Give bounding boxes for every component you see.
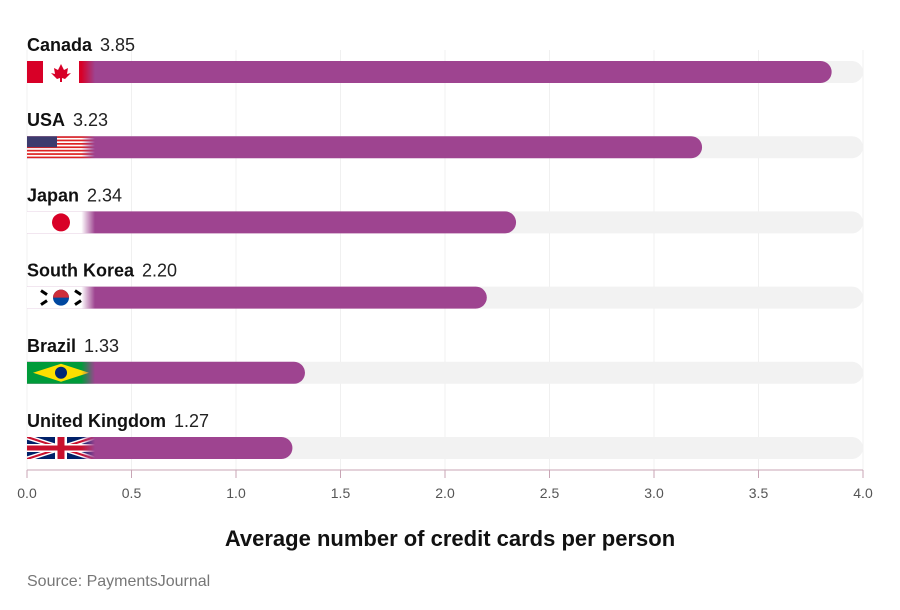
sun [52, 213, 70, 232]
country-name: USA [27, 110, 65, 130]
flag [27, 136, 95, 159]
flag-part [27, 156, 95, 159]
bar [27, 361, 305, 384]
country-name: United Kingdom [27, 411, 166, 431]
bar [27, 286, 487, 309]
flag-part [27, 149, 95, 152]
category-label: Canada 3.85 [27, 35, 135, 55]
value-label: 3.85 [100, 35, 135, 55]
country-name: South Korea [27, 261, 135, 281]
x-tick-label: 4.0 [853, 485, 873, 501]
bar-row: Brazil 1.33 [27, 336, 863, 384]
flag [27, 361, 95, 384]
category-label: South Korea 2.20 [27, 261, 177, 281]
trigram [40, 289, 48, 296]
x-axis-label: Average number of credit cards per perso… [225, 526, 675, 551]
country-name: Japan [27, 185, 79, 205]
x-tick-label: 0.5 [122, 485, 142, 501]
value-label: 2.20 [142, 261, 177, 281]
x-tick-label: 3.5 [749, 485, 769, 501]
bar [27, 211, 517, 234]
japan-flag-icon [27, 211, 95, 234]
flag [27, 61, 95, 83]
x-tick-label: 3.0 [644, 485, 664, 501]
x-tick-label: 2.5 [540, 485, 560, 501]
category-label: Japan 2.34 [27, 185, 122, 205]
flag-part [27, 61, 43, 83]
flag-part [27, 153, 95, 155]
canada-flag-icon [27, 61, 95, 83]
source-note: Source: PaymentsJournal [27, 573, 210, 590]
flag-part [27, 143, 95, 145]
bar-row: South Korea 2.20 [27, 261, 863, 309]
flag-part [27, 139, 95, 142]
south-korea-flag-icon [27, 286, 95, 309]
bar-row: Canada 3.85 [27, 35, 863, 83]
value-label: 1.33 [84, 336, 119, 356]
trigram [74, 289, 82, 296]
category-label: United Kingdom 1.27 [27, 411, 209, 431]
bar [27, 136, 703, 159]
flag [26, 434, 96, 462]
flag-part [79, 61, 95, 83]
category-label: USA 3.23 [27, 110, 108, 130]
trigram [40, 299, 48, 306]
category-label: Brazil 1.33 [27, 336, 119, 356]
uk-flag-icon [26, 434, 96, 462]
trigram [74, 299, 82, 306]
bar-row: Japan 2.34 [27, 185, 863, 234]
x-tick-label: 1.0 [226, 485, 246, 501]
country-name: Canada [27, 35, 93, 55]
bar-row: United Kingdom 1.27 [26, 411, 863, 462]
country-name: Brazil [27, 336, 76, 356]
flag [27, 286, 95, 309]
flag [27, 211, 95, 234]
flag-part [27, 136, 95, 138]
usa-flag-icon [27, 136, 95, 159]
value-label: 2.34 [87, 185, 122, 205]
flag-part [27, 146, 95, 149]
value-label: 3.23 [73, 110, 108, 130]
flag-part [27, 136, 57, 148]
taeguk [53, 289, 69, 298]
maple-leaf [51, 64, 71, 82]
bar-row: USA 3.23 [27, 110, 863, 159]
x-tick-label: 0.0 [17, 485, 37, 501]
value-label: 1.27 [174, 411, 209, 431]
brazil-flag-icon [27, 361, 95, 384]
bar [27, 61, 832, 83]
globe [55, 366, 67, 379]
flag-part [57, 437, 65, 459]
x-tick-label: 1.5 [331, 485, 351, 501]
x-tick-label: 2.0 [435, 485, 455, 501]
